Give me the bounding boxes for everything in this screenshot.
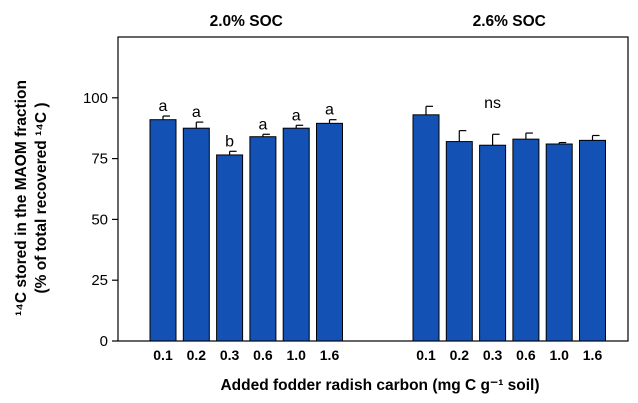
plot-frame <box>117 36 629 342</box>
bar <box>149 119 177 342</box>
significance-letter: a <box>292 107 301 124</box>
bar <box>545 143 573 342</box>
significance-letter: a <box>325 102 334 119</box>
y-axis-label-line1: ¹⁴C stored in the MAOM fraction <box>13 80 30 316</box>
bar <box>445 141 473 342</box>
x-tick-label: 0.2 <box>450 347 470 363</box>
x-tick-label: 0.3 <box>483 347 503 363</box>
x-tick-label: 1.6 <box>583 347 603 363</box>
x-axis-label: Added fodder radish carbon (mg C g⁻¹ soi… <box>220 377 539 394</box>
significance-letter: a <box>192 104 201 121</box>
x-tick-label: 0.2 <box>187 347 207 363</box>
y-tick-label: 25 <box>91 272 108 289</box>
bar <box>249 136 277 342</box>
significance-letter: a <box>258 116 267 133</box>
significance-letter: b <box>225 133 234 150</box>
plot-area: 0 25 50 75 100 2.0% SOC 0.1 a 0.2 a 0.3 b 0.6 a 1.0 a 1.… <box>83 13 629 363</box>
significance-annotation: ns <box>484 95 501 112</box>
x-tick-label: 1.6 <box>320 347 340 363</box>
x-tick-label: 1.0 <box>549 347 569 363</box>
significance-letter: a <box>159 98 168 115</box>
panel-title: 2.0% SOC <box>210 13 283 30</box>
bar <box>316 122 343 342</box>
y-tick-label: 0 <box>100 333 108 350</box>
y-tick-label: 50 <box>91 211 108 228</box>
y-tick-label: 75 <box>91 151 108 168</box>
x-tick-label: 0.1 <box>153 347 173 363</box>
y-axis-label: ¹⁴C stored in the MAOM fraction (% of to… <box>13 80 50 316</box>
bar <box>182 127 210 342</box>
x-tick-label: 0.6 <box>253 347 273 363</box>
x-tick-label: 0.3 <box>220 347 240 363</box>
bar <box>512 138 540 342</box>
y-tick-label: 100 <box>83 90 108 107</box>
x-tick-label: 1.0 <box>286 347 306 363</box>
panel-title: 2.6% SOC <box>473 13 546 30</box>
bar <box>412 114 440 342</box>
bar <box>479 144 507 342</box>
bar <box>282 127 310 342</box>
bar <box>216 154 244 342</box>
bar <box>579 139 606 342</box>
y-axis-label-line2: (% of total recovered ¹⁴C ) <box>33 102 50 293</box>
x-tick-label: 0.6 <box>516 347 536 363</box>
x-tick-label: 0.1 <box>416 347 436 363</box>
